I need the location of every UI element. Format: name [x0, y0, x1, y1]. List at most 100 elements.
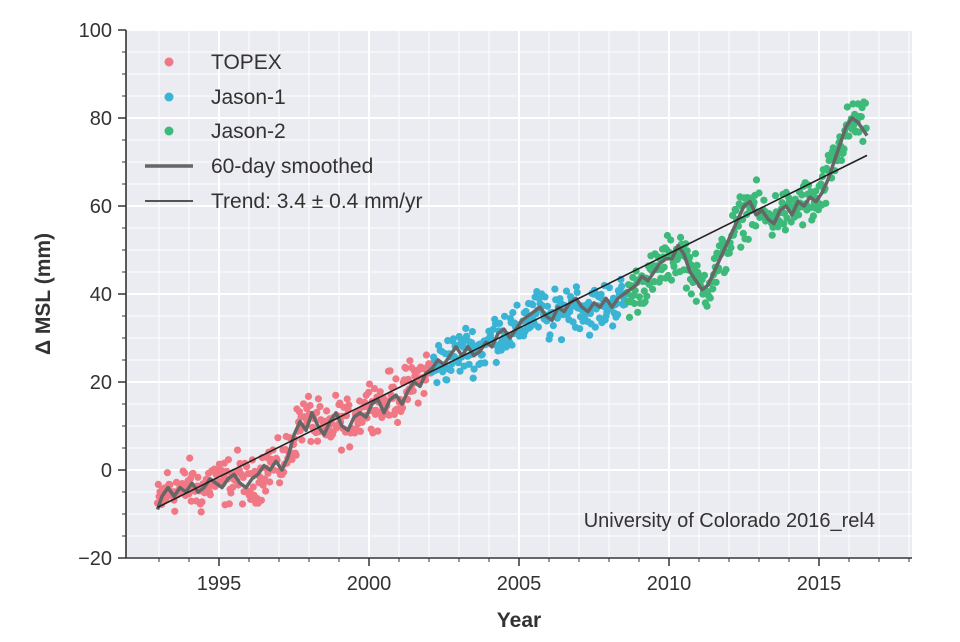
data-point-topex [197, 508, 205, 516]
data-point-jason-1 [551, 285, 559, 293]
data-point-jason-2 [727, 244, 735, 252]
data-point-jason-1 [470, 365, 478, 373]
data-point-jason-2 [634, 308, 642, 316]
data-point-jason-1 [468, 328, 476, 336]
data-point-jason-2 [629, 273, 637, 281]
data-point-jason-2 [670, 262, 678, 271]
data-point-jason-2 [687, 290, 695, 298]
y-tick-label: 40 [90, 284, 112, 306]
data-point-jason-2 [693, 261, 701, 269]
data-point-jason-1 [449, 335, 457, 343]
data-point-topex [365, 380, 374, 388]
data-point-jason-2 [660, 263, 668, 271]
data-point-jason-1 [463, 332, 471, 340]
data-point-topex [154, 480, 162, 488]
data-point-jason-1 [541, 293, 549, 301]
data-point-topex [266, 478, 274, 486]
data-point-jason-2 [845, 132, 853, 140]
data-point-jason-2 [744, 235, 752, 243]
data-point-topex [172, 478, 181, 486]
data-point-jason-1 [469, 374, 477, 382]
data-point-jason-2 [855, 128, 863, 136]
data-point-topex [249, 483, 257, 491]
data-point-topex [313, 408, 321, 416]
data-point-topex [224, 456, 232, 464]
data-point-topex [409, 387, 417, 395]
legend: TOPEX Jason-1 Jason-2 60-day smoothed Tr… [145, 51, 422, 213]
data-point-jason-2 [840, 145, 848, 153]
data-point-jason-2 [859, 137, 867, 145]
data-point-topex [422, 351, 430, 359]
data-point-topex [171, 507, 179, 515]
legend-label-topex: TOPEX [211, 51, 282, 74]
x-tick-label: 2010 [647, 573, 692, 595]
data-point-jason-2 [625, 313, 634, 321]
data-point-jason-2 [760, 196, 768, 204]
data-point-topex [163, 469, 171, 477]
legend-label-smoothed: 60-day smoothed [211, 155, 373, 178]
data-point-jason-2 [861, 99, 870, 107]
data-point-jason-2 [643, 292, 651, 300]
data-point-topex [337, 446, 346, 454]
data-point-jason-1 [433, 379, 441, 387]
data-point-jason-1 [513, 301, 521, 309]
x-tick-label: 2015 [797, 573, 842, 595]
data-point-jason-2 [780, 220, 788, 228]
data-point-jason-2 [686, 253, 694, 261]
data-point-jason-2 [817, 180, 825, 188]
data-point-topex [402, 364, 410, 372]
data-point-topex [225, 500, 233, 508]
data-point-jason-1 [522, 307, 530, 315]
data-point-jason-2 [778, 199, 786, 207]
data-point-jason-1 [618, 282, 626, 290]
data-point-jason-2 [732, 206, 740, 214]
data-point-jason-1 [462, 324, 470, 332]
data-point-jason-1 [468, 339, 476, 347]
data-point-topex [306, 401, 314, 410]
grid-lines [126, 29, 912, 559]
data-point-topex [189, 469, 197, 477]
data-point-jason-2 [667, 276, 676, 284]
data-point-jason-1 [529, 301, 537, 309]
y-tick-label: 60 [90, 196, 112, 218]
data-point-topex [346, 443, 354, 451]
data-point-jason-1 [465, 360, 473, 368]
data-point-jason-1 [501, 312, 509, 320]
data-point-jason-1 [443, 376, 451, 384]
data-point-topex [206, 491, 214, 499]
data-point-jason-2 [667, 236, 675, 244]
trend-line [157, 154, 868, 509]
data-point-topex [323, 407, 331, 415]
data-point-topex [198, 498, 206, 506]
y-tick-label: 80 [90, 108, 112, 130]
data-point-jason-1 [549, 322, 557, 330]
data-point-jason-1 [509, 309, 517, 317]
data-point-topex [332, 391, 340, 399]
smoothed-line [155, 116, 869, 511]
x-tick-label: 2005 [497, 573, 542, 595]
data-point-jason-1 [573, 288, 581, 296]
data-point-topex [392, 375, 400, 383]
data-point-jason-1 [605, 284, 614, 292]
data-point-topex [398, 404, 407, 412]
data-point-jason-2 [706, 294, 714, 302]
data-point-topex [304, 392, 313, 400]
data-point-topex [257, 496, 265, 504]
data-point-jason-2 [739, 229, 747, 237]
data-point-topex [406, 357, 414, 365]
data-point-jason-2 [682, 284, 691, 292]
legend-marker-jason1 [164, 92, 174, 102]
data-point-topex [316, 403, 324, 411]
data-point-jason-1 [566, 308, 574, 316]
data-point-jason-2 [809, 212, 818, 220]
data-point-jason-2 [635, 293, 644, 301]
legend-label-jason2: Jason-2 [211, 120, 286, 143]
data-point-jason-2 [843, 103, 851, 111]
data-point-jason-1 [496, 319, 504, 327]
data-point-topex [181, 469, 189, 477]
data-point-jason-1 [543, 302, 552, 310]
y-tick-label: −20 [78, 548, 112, 570]
data-point-jason-1 [492, 358, 500, 367]
data-point-jason-2 [771, 192, 780, 200]
